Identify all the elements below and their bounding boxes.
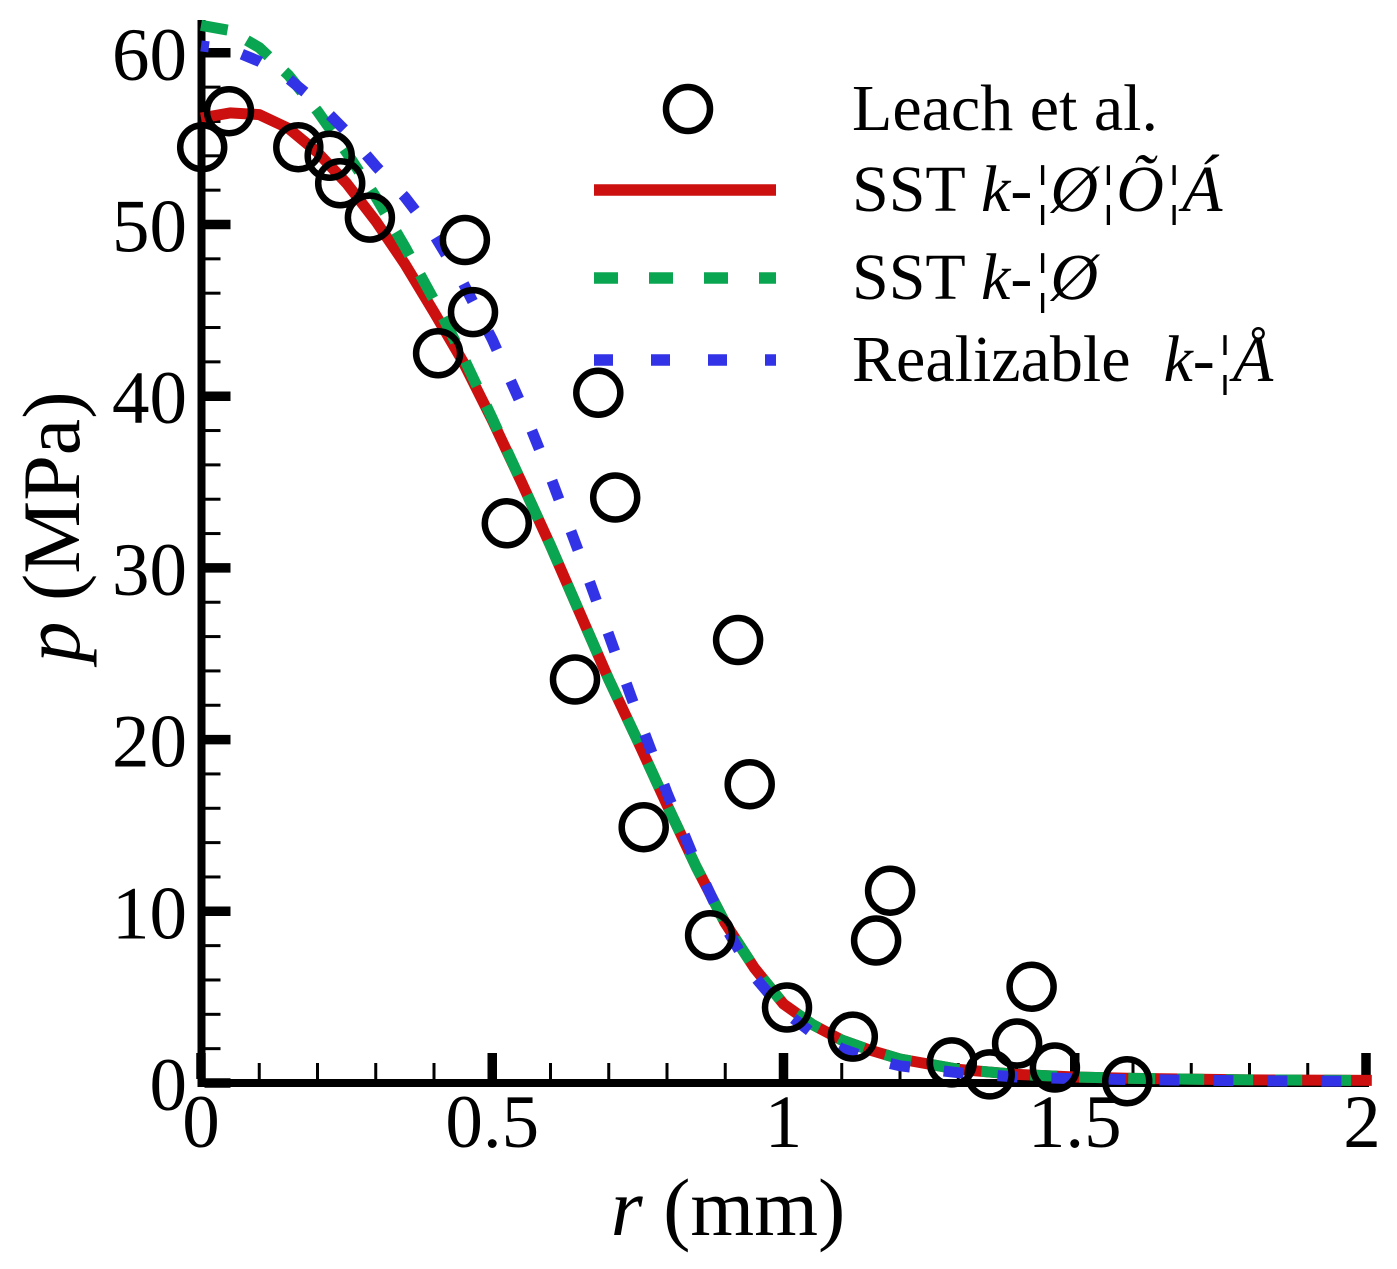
scatter-point	[964, 1049, 1015, 1100]
legend-row-sst-komega: SST k-¦Ø	[588, 243, 1388, 313]
scatter-point	[589, 472, 641, 523]
scatter-point	[991, 1018, 1043, 1069]
legend-solid-line-icon	[594, 184, 776, 196]
legend-marker-open-circle-icon	[662, 83, 714, 135]
scatter-point	[827, 1011, 879, 1062]
y-axis-title: p (MPa)	[6, 391, 97, 662]
scatter-point	[447, 286, 499, 338]
legend-label-leach: Leach et al.	[852, 76, 1158, 142]
legend-row-leach: Leach et al.	[588, 74, 1388, 144]
scatter-point	[712, 614, 764, 666]
scatter-point	[344, 192, 396, 243]
y-tick-label: 40	[112, 357, 187, 440]
scatter-point	[864, 865, 916, 916]
legend-dashed-line-icon	[594, 354, 776, 366]
scatter-point	[1006, 961, 1057, 1013]
y-tick-label: 20	[112, 701, 187, 784]
legend-label-sst-komega-corrected: SST k-¦Ø¦Õ¦Á	[852, 157, 1222, 223]
legend-row-sst-komega-corrected: SST k-¦Ø¦Õ¦Á	[588, 155, 1388, 225]
scatter-point	[761, 982, 813, 1033]
y-tick-label: 0	[150, 1044, 188, 1127]
series-line-realizable-kepsilon	[200, 40, 1372, 1087]
legend-label-realizable-kepsilon: Realizable k-¦Å	[852, 327, 1273, 393]
y-axis-title-units: (MPa)	[6, 391, 97, 622]
x-axis-title-variable: r	[610, 1162, 643, 1253]
legend-math-text: k-¦Ø	[981, 241, 1099, 314]
scatter-point	[618, 801, 669, 853]
scatter-point	[314, 158, 366, 209]
legend-text: Leach et al.	[852, 72, 1158, 145]
scatter-point	[203, 85, 255, 137]
scatter-point	[573, 367, 624, 419]
x-tick-label: 1	[765, 1081, 803, 1164]
y-axis-title-variable: p	[6, 621, 97, 663]
scatter-point	[1101, 1056, 1153, 1107]
scatter-point	[481, 498, 533, 549]
legend-row-realizable-kepsilon: Realizable k-¦Å	[588, 325, 1388, 395]
y-tick-label: 60	[112, 14, 187, 97]
x-axis-title: r (mm)	[611, 1167, 846, 1249]
scatter-point	[724, 758, 775, 810]
y-tick-label: 50	[112, 186, 187, 269]
legend-math-text: k-¦Ø¦Õ¦Á	[981, 153, 1223, 226]
legend-dashed-line-icon	[594, 272, 776, 284]
scatter-point	[850, 915, 902, 966]
legend-text: Realizable	[852, 323, 1164, 396]
scatter-point	[1029, 1042, 1081, 1093]
x-tick-label: 0	[182, 1081, 220, 1164]
x-axis-title-units: (mm)	[642, 1162, 846, 1253]
scatter-point	[412, 328, 464, 379]
legend-math-text: k-¦Å	[1163, 323, 1274, 396]
scatter-point	[549, 654, 601, 705]
scatter-point	[273, 121, 324, 173]
y-tick-label: 30	[112, 529, 187, 612]
legend: Leach et al. SST k-¦Ø¦Õ¦Á SST k-¦Ø Reali…	[588, 0, 1388, 440]
scatter-point	[304, 130, 355, 182]
scatter-point	[176, 121, 228, 173]
legend-label-sst-komega: SST k-¦Ø	[852, 245, 1098, 311]
legend-text: SST	[852, 153, 982, 226]
x-tick-label: 0.5	[445, 1081, 539, 1164]
scatter-point	[439, 214, 491, 266]
x-tick-label: 2	[1343, 1081, 1381, 1164]
legend-text: SST	[852, 241, 982, 314]
scatter-point	[684, 910, 736, 961]
y-tick-label: 10	[112, 872, 187, 955]
